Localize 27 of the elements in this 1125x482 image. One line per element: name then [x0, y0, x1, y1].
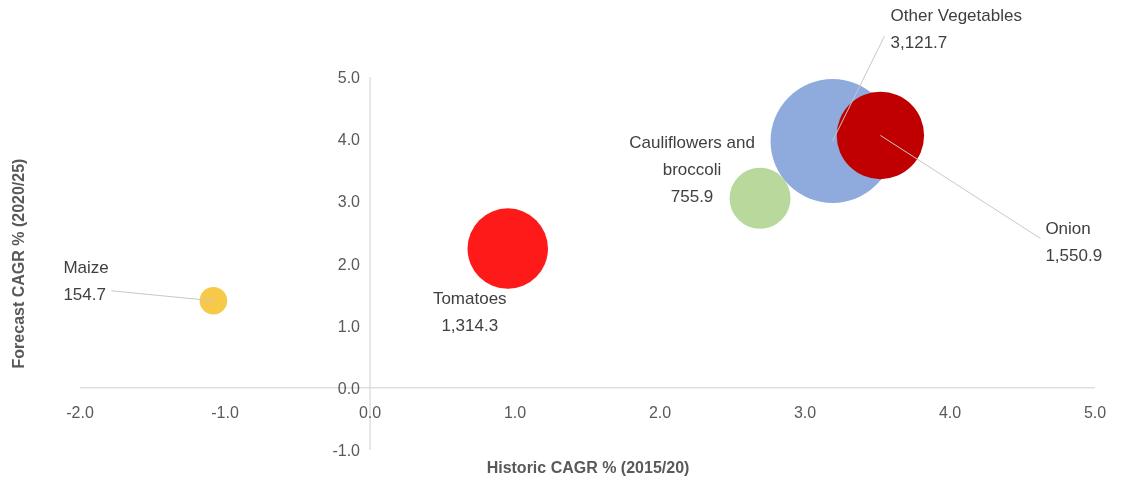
y-axis-title: Forecast CAGR % (2020/25) — [10, 158, 27, 369]
y-tick-label: 3.0 — [337, 193, 361, 211]
x-axis-title: Historic CAGR % (2015/20) — [486, 459, 690, 476]
y-tick-label: 0.0 — [337, 379, 361, 397]
y-tick-label: 1.0 — [337, 317, 361, 335]
data-label: 755.9 — [670, 187, 714, 207]
y-tick-label: 2.0 — [337, 255, 361, 273]
x-tick-label: -2.0 — [66, 404, 94, 421]
data-label: 1,550.9 — [1045, 246, 1103, 266]
x-tick-label: 0.0 — [358, 404, 382, 421]
x-tick-label: 2.0 — [648, 404, 672, 421]
series-label: Tomatoes — [432, 288, 507, 308]
x-tick-label: 4.0 — [938, 404, 962, 421]
text: Onion — [1045, 219, 1091, 239]
series-label: Cauliflowers and broccoli — [629, 133, 755, 180]
x-tick-label: 3.0 — [793, 404, 817, 421]
x-tick-label: 1.0 — [503, 404, 527, 421]
text: Maize — [63, 257, 109, 277]
y-tick-label: -1.0 — [332, 442, 361, 459]
x-tick-label: 5.0 — [1083, 404, 1107, 421]
data-label: 1,314.3 — [441, 315, 499, 335]
y-tick-label: 4.0 — [337, 131, 361, 149]
y-tick-label: 5.0 — [337, 69, 361, 86]
data-label: 3,121.7 — [890, 33, 948, 53]
x-tick-label: -1.0 — [211, 404, 239, 421]
text: Other Vegetables — [890, 6, 1022, 26]
data-label: 154.7 — [63, 284, 106, 304]
